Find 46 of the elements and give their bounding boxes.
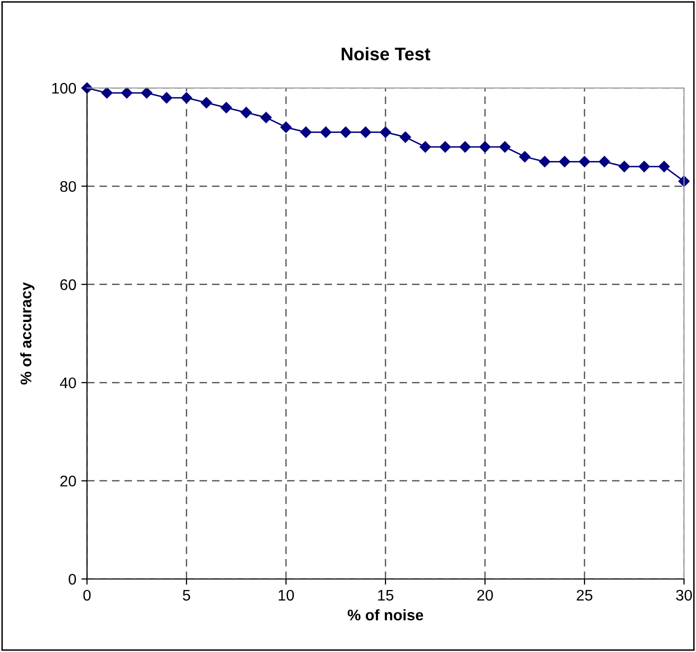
point	[678, 176, 690, 187]
point	[180, 92, 192, 104]
y-tick-label: 20	[60, 476, 76, 486]
point	[340, 126, 352, 138]
point	[479, 141, 491, 153]
x-tick-label: 30	[676, 590, 692, 601]
point	[499, 141, 511, 153]
point	[638, 160, 650, 172]
point	[558, 156, 570, 168]
point	[598, 156, 610, 168]
x-tick-label: 5	[182, 590, 190, 601]
x-tick-label: 25	[576, 590, 592, 601]
y-axis-title: % of accuracy	[20, 282, 34, 384]
point	[440, 141, 451, 153]
x-axis-title: % of noise	[348, 609, 424, 620]
point	[459, 141, 471, 153]
point	[300, 126, 312, 138]
point	[141, 87, 152, 99]
point	[121, 87, 132, 99]
x-tick-label: 20	[477, 590, 493, 601]
point	[578, 156, 590, 168]
point	[618, 160, 630, 172]
point	[360, 126, 372, 138]
y-tick-label: 100	[52, 82, 76, 94]
point	[101, 87, 113, 99]
point	[400, 131, 412, 143]
x-tick-label: 15	[378, 590, 394, 601]
point	[320, 126, 332, 138]
y-tick-label: 0	[68, 574, 76, 585]
point	[519, 151, 530, 162]
x-tick-label: 0	[83, 590, 91, 601]
chart-title: Noise Test	[342, 47, 430, 60]
x-tick-label: 10	[278, 590, 294, 601]
point	[260, 112, 272, 124]
y-tick-label: 80	[60, 181, 76, 192]
y-tick-label: 60	[60, 279, 76, 290]
point	[539, 156, 550, 168]
point	[240, 106, 252, 118]
point	[380, 126, 392, 138]
point	[420, 141, 431, 153]
point	[280, 122, 292, 133]
point	[658, 160, 670, 172]
point	[220, 102, 232, 114]
point	[200, 97, 212, 108]
y-tick-label: 40	[60, 377, 76, 388]
point	[160, 92, 172, 104]
